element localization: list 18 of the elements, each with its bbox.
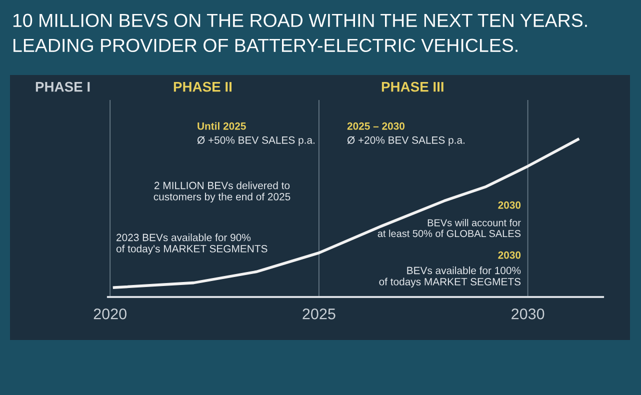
x-tick-label: 2030 [512, 308, 544, 320]
text: PHASE I [36, 82, 90, 92]
annotation: Ø +50% BEV SALES p.a. [197, 136, 314, 146]
annotation: 2030 [498, 251, 521, 259]
annotation: Ø +20% BEV SALES p.a. [347, 136, 464, 146]
chart-subtitle: LEADING PROVIDER OF BATTERY-ELECTRIC VEHICLES. [14, 38, 518, 52]
chart-title: 10 MILLION BEVS ON THE ROAD WITHIN THE NEXT TEN YEARS. [13, 14, 587, 28]
x-tick-label: 2020 [94, 308, 126, 320]
annotation: BEVs available for 100% of todays MARKET SEGMETS [379, 266, 521, 288]
text: 2025 – 2030 [347, 122, 404, 130]
text: Until 2025 [198, 122, 246, 130]
text: PHASE III [382, 82, 444, 92]
annotation: 2030 [498, 201, 521, 209]
annotation: 2 MILLION BEVs delivered to customers by the end of 2025 [154, 182, 290, 202]
annotation: 2023 BEVs available for 90% of today's MARKET SEGMENTS [116, 234, 268, 254]
text: PHASE II [174, 82, 232, 92]
x-tick-label: 2025 [302, 308, 336, 320]
annotation: BEVs will account for at least 50% of GLOBAL SALES [378, 218, 521, 238]
